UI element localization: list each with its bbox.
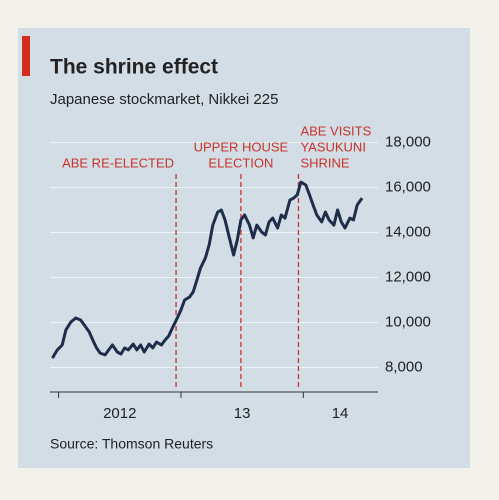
y-tick-label: 8,000 xyxy=(385,358,423,375)
event-label: ELECTION xyxy=(208,155,273,170)
y-tick-label: 12,000 xyxy=(385,268,431,285)
event-label: SHRINE xyxy=(300,155,349,170)
event-label: YASUKUNI xyxy=(300,139,366,154)
red-tag xyxy=(22,36,30,76)
y-tick-label: 14,000 xyxy=(385,223,431,240)
panel xyxy=(18,28,470,468)
y-tick-label: 16,000 xyxy=(385,178,431,195)
x-tick-label: 2012 xyxy=(103,405,136,422)
event-label: ABE RE-ELECTED xyxy=(62,155,174,170)
x-tick-label: 13 xyxy=(234,405,251,422)
event-label: ABE VISITS xyxy=(300,123,371,138)
y-tick-label: 10,000 xyxy=(385,313,431,330)
source: Source: Thomson Reuters xyxy=(50,436,213,452)
event-label: UPPER HOUSE xyxy=(194,139,289,154)
x-tick-label: 14 xyxy=(332,405,349,422)
price-line xyxy=(51,180,364,359)
y-tick-label: 18,000 xyxy=(385,133,431,150)
chart-title: The shrine effect xyxy=(50,56,218,79)
chart-subtitle: Japanese stockmarket, Nikkei 225 xyxy=(50,91,278,108)
